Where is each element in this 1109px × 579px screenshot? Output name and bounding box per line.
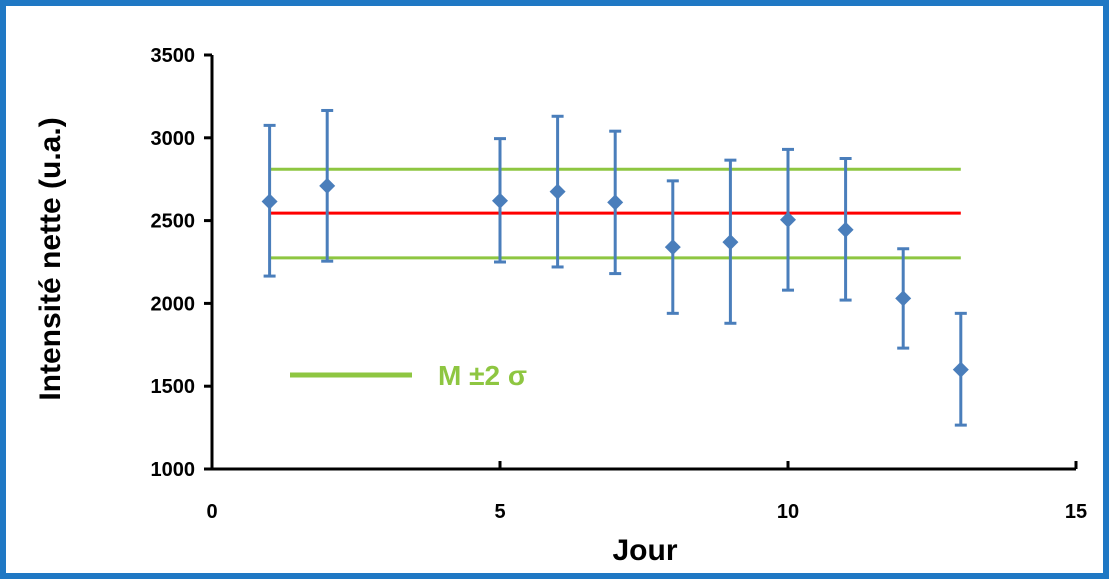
x-tick-label: 10 xyxy=(777,501,799,523)
y-tick-label: 2000 xyxy=(151,293,196,315)
data-point xyxy=(952,361,969,378)
x-tick-label: 0 xyxy=(206,501,217,523)
x-tick-label: 5 xyxy=(494,501,505,523)
data-point xyxy=(780,211,796,228)
legend: M ±2 σ xyxy=(290,360,527,391)
y-tick-label: 2500 xyxy=(151,211,196,233)
error-bars xyxy=(263,108,967,427)
data-point xyxy=(607,194,624,211)
data-point xyxy=(664,239,681,256)
x-tick-label: 15 xyxy=(1065,501,1087,523)
data-point xyxy=(261,193,278,210)
data-markers xyxy=(261,177,969,378)
x-axis-title: Jour xyxy=(612,534,677,567)
data-point xyxy=(722,234,739,251)
y-tick-label: 3000 xyxy=(151,128,196,150)
data-point xyxy=(492,192,508,209)
y-tick-label: 3500 xyxy=(151,45,196,67)
y-tick-label: 1000 xyxy=(151,459,196,481)
data-point xyxy=(895,290,912,307)
y-axis-title: Intensité nette (u.a.) xyxy=(34,117,67,400)
data-point xyxy=(837,221,854,238)
legend-label: M ±2 σ xyxy=(438,360,527,391)
y-tick-label: 1500 xyxy=(151,376,196,398)
data-point xyxy=(319,177,336,194)
axes xyxy=(210,55,1076,471)
y-ticks: 1000 1500 2000 2500 3000 3500 xyxy=(151,45,212,481)
data-point xyxy=(549,183,566,200)
x-ticks: 0 5 10 15 xyxy=(206,461,1087,523)
